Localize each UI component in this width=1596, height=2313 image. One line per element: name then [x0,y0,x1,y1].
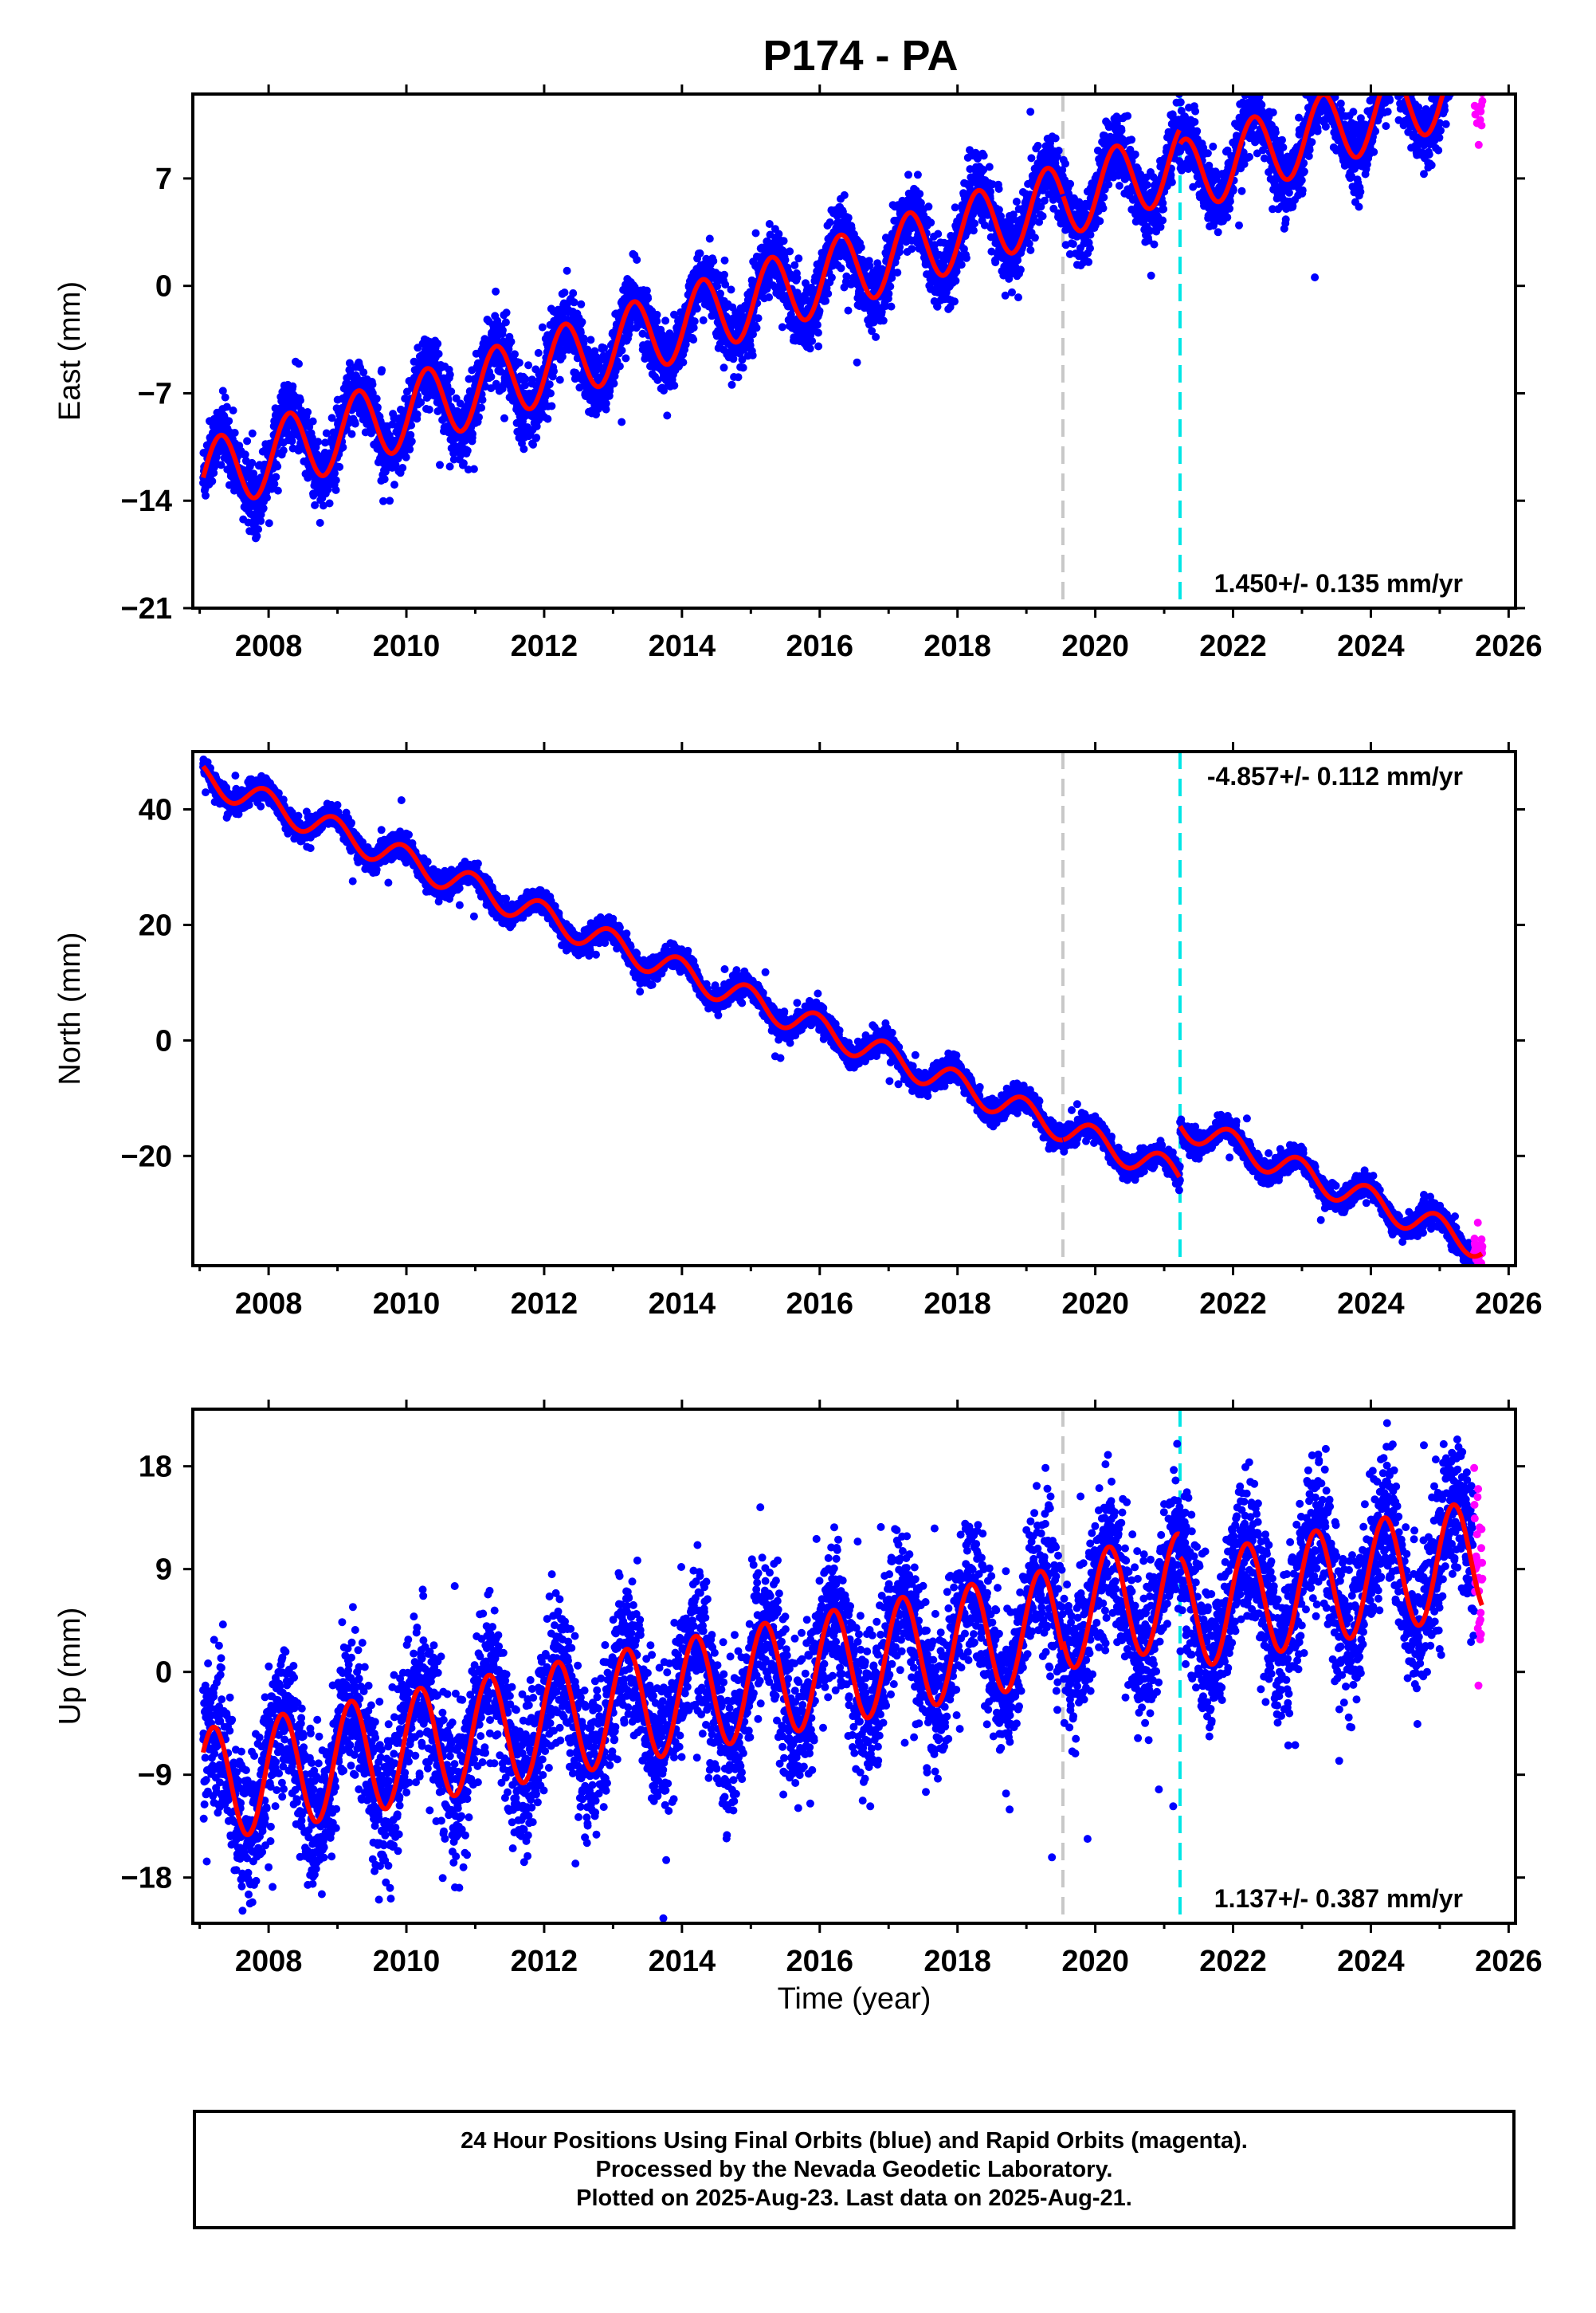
x-tick-label: 2014 [649,1945,716,1978]
y-tick-label: 40 [139,793,172,827]
y-tick-label: −14 [121,485,172,518]
x-tick-label: 2010 [373,1287,441,1321]
y-tick-label: −21 [121,592,172,626]
model-fit-line [201,764,1065,1143]
x-tick-label: 2024 [1337,630,1405,663]
rapid-orbit-points [1470,1463,1487,1690]
y-tick-label: 0 [155,1024,172,1058]
x-tick-label: 2018 [923,1945,991,1978]
plot-frame [191,1408,1517,1925]
x-tick-label: 2010 [373,1945,441,1978]
x-tick-label: 2022 [1199,1945,1267,1978]
y-tick-label: −18 [121,1862,172,1895]
velocity-label: -4.857+/- 0.112 mm/yr [1207,762,1463,791]
plot-area [199,94,1487,608]
model-fit-line [1061,128,1182,234]
x-tick-label: 2012 [511,1287,578,1321]
x-tick-label: 2008 [235,1945,303,1978]
x-tick-label: 2024 [1337,1945,1405,1978]
model-fit-line [1178,1502,1484,1667]
x-axis-label: Time (year) [778,1982,931,2016]
x-tick-label: 2018 [923,630,991,663]
footer-line-1: 24 Hour Positions Using Final Orbits (bl… [461,2128,1248,2154]
x-tick-label: 2020 [1061,1287,1129,1321]
x-tick-label: 2026 [1475,630,1543,663]
footer-caption-box: 24 Hour Positions Using Final Orbits (bl… [193,2110,1516,2229]
footer-line-3: Plotted on 2025-Aug-23. Last data on 202… [576,2185,1132,2211]
x-tick-label: 2008 [235,1287,303,1321]
x-tick-label: 2016 [786,1945,853,1978]
model-fit-line [1178,94,1483,205]
up-panel: 2008 2010 2012 2014 2016 2018 2020 2022 2024 2026… [53,1400,1543,1978]
plot-frame [191,92,1517,610]
x-tick-label: 2024 [1337,1287,1405,1321]
plot-area [199,1409,1487,1923]
model-fit-line [201,165,1065,501]
x-tick-label: 2020 [1061,1945,1129,1978]
east-panel: 2008 2010 2012 2014 2016 2018 2020 2022 2024 2026… [53,84,1543,663]
x-tick-label: 2012 [511,630,578,663]
y-tick-label: −9 [138,1759,172,1793]
model-fit-line [201,1569,1065,1838]
model-fit-line [1061,1122,1182,1179]
final-orbit-points [199,755,1478,1266]
y-axis-label: North (mm) [53,932,87,1085]
x-tick-label: 2012 [511,1945,578,1978]
y-tick-label: 7 [155,163,172,196]
velocity-label: 1.450+/- 0.135 mm/yr [1214,569,1463,598]
y-tick-label: 0 [155,270,172,304]
y-tick-label: 9 [155,1553,172,1587]
y-tick-label: −7 [138,377,172,410]
x-tick-label: 2022 [1199,1287,1267,1321]
final-orbit-points [199,94,1472,543]
footer-line-2: Processed by the Nevada Geodetic Laborat… [595,2157,1113,2182]
x-tick-label: 2008 [235,630,303,663]
x-tick-label: 2020 [1061,630,1129,663]
model-fit-line [1178,1125,1484,1259]
y-axis-label: East (mm) [53,281,87,421]
x-tick-label: 2022 [1199,630,1267,663]
x-tick-label: 2018 [923,1287,991,1321]
velocity-label: 1.137+/- 0.387 mm/yr [1214,1884,1463,1913]
north-panel: 2008 2010 2012 2014 2016 2018 2020 2022 2024 2026… [53,742,1543,1321]
x-tick-label: 2016 [786,1287,853,1321]
x-tick-label: 2026 [1475,1945,1543,1978]
y-tick-label: 0 [155,1656,172,1690]
x-tick-label: 2014 [649,630,716,663]
model-fit-line [1061,1531,1182,1671]
y-tick-label: 18 [139,1451,172,1484]
x-tick-label: 2016 [786,630,853,663]
x-tick-label: 2026 [1475,1287,1543,1321]
chart-title: P174 - PA [763,32,958,80]
plot-area [199,752,1487,1266]
x-tick-label: 2014 [649,1287,716,1321]
y-tick-label: −20 [121,1140,172,1173]
y-axis-label: Up (mm) [53,1608,87,1726]
rapid-orbit-points [1470,94,1487,149]
y-tick-label: 20 [139,909,172,942]
plot-frame [191,750,1517,1267]
x-tick-label: 2010 [373,630,441,663]
